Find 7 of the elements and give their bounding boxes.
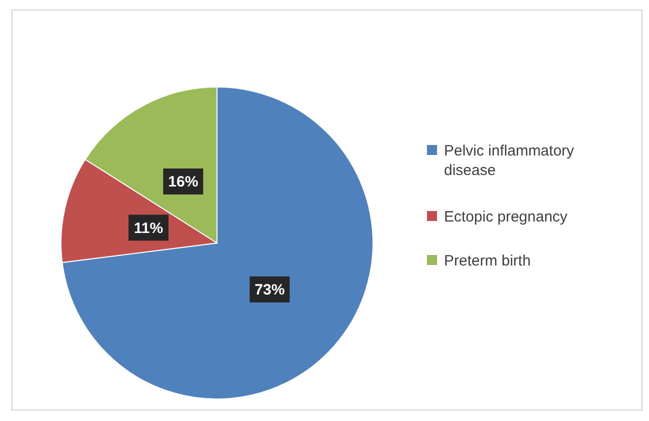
legend-label: Pelvic inflammatory disease — [444, 142, 575, 179]
data-label: 11% — [134, 220, 164, 237]
legend-label: Preterm birth — [444, 252, 531, 270]
data-label: 73% — [254, 282, 285, 299]
pie-slice — [62, 86, 374, 400]
data-label: 16% — [168, 174, 198, 191]
legend-label: Ectopic pregnancy — [444, 208, 568, 226]
